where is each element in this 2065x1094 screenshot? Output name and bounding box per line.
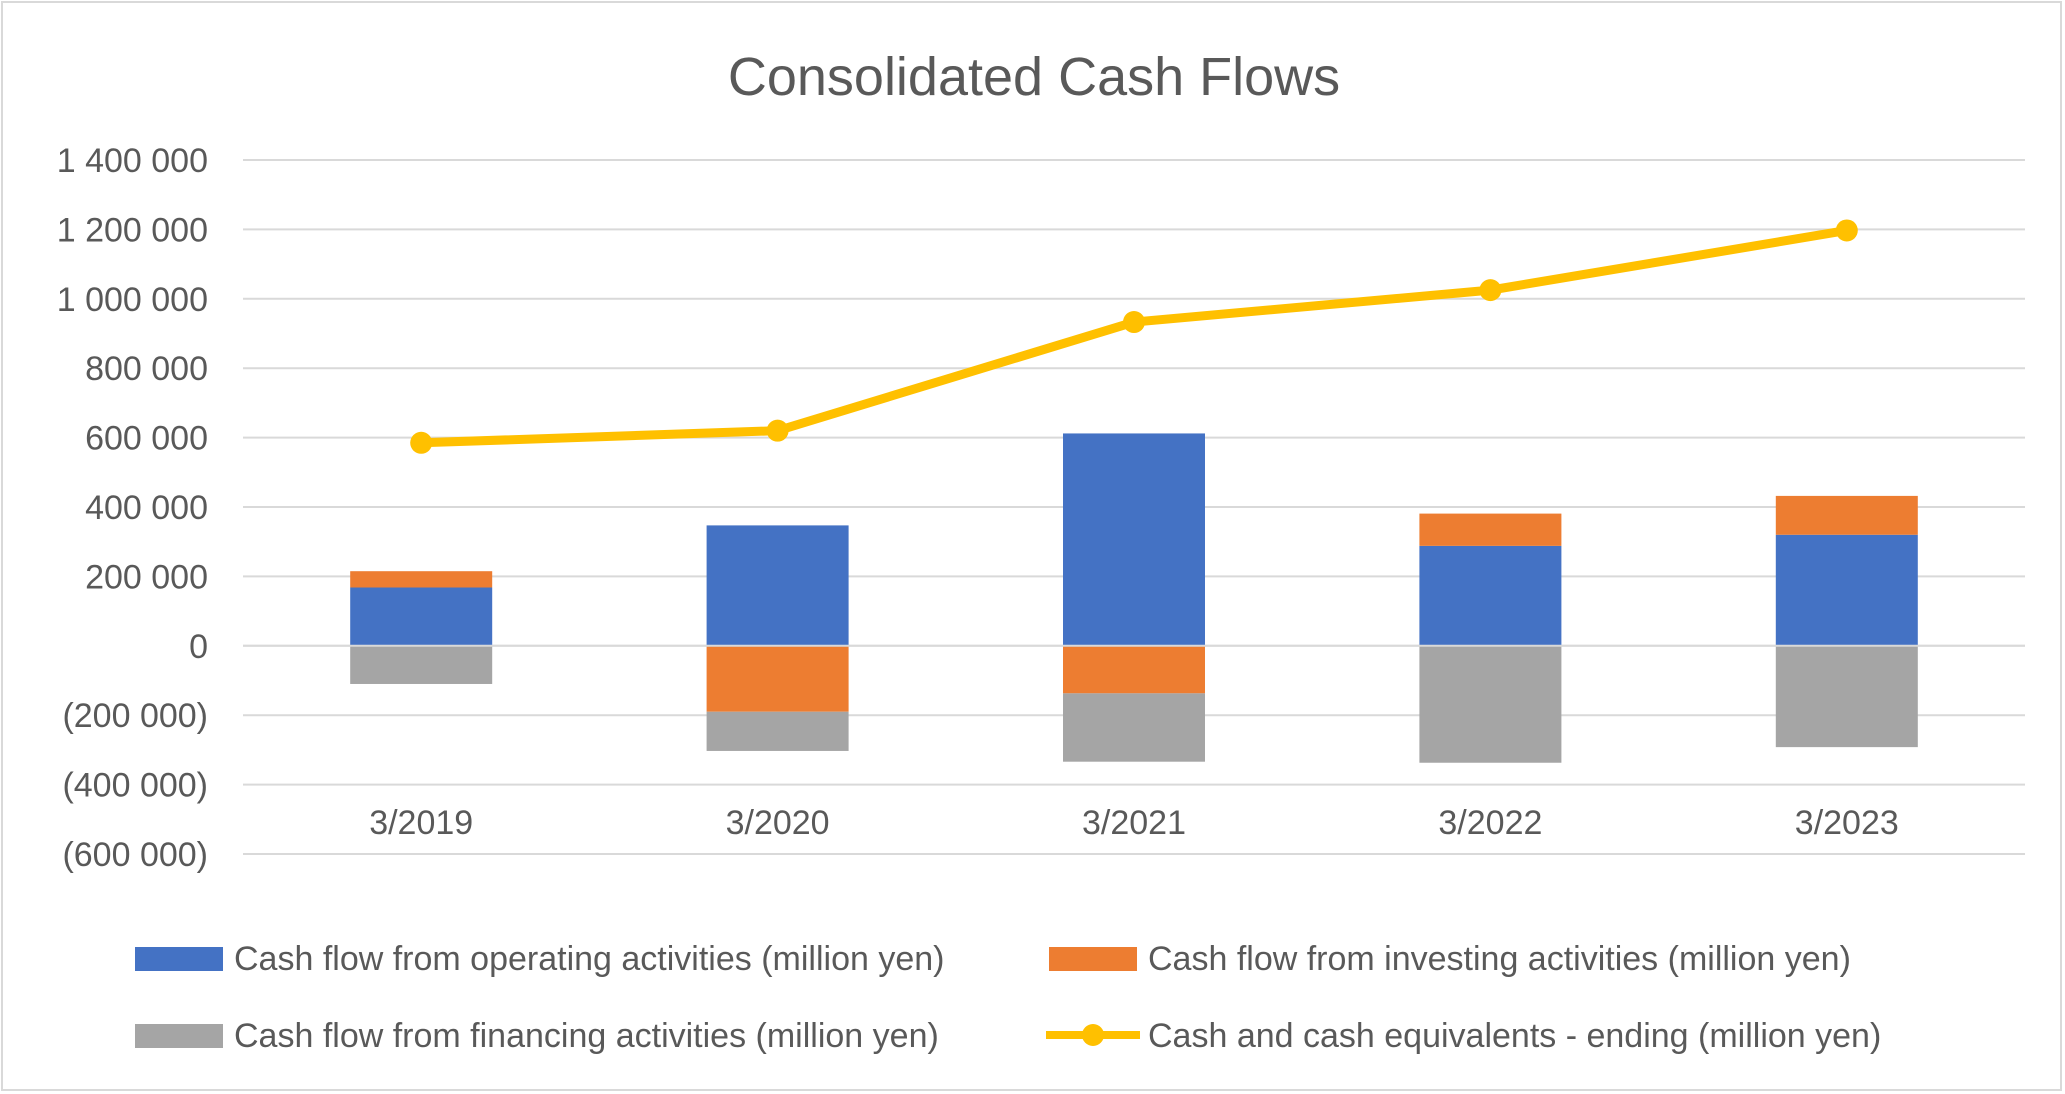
bar-3/2019-series-2: [350, 645, 493, 684]
legend-item-0: Cash flow from operating activities (mil…: [135, 940, 944, 978]
y-tick-label: 800 000: [85, 350, 208, 388]
legend-item-2: Cash flow from financing activities (mil…: [135, 1017, 939, 1055]
y-tick-label: 1 200 000: [57, 211, 208, 249]
x-tick-label: 3/2021: [1082, 804, 1186, 842]
line-point-3/2019: [410, 431, 433, 454]
bar-3/2019-series-0: [350, 587, 493, 646]
y-tick-label: 600 000: [85, 420, 208, 458]
bar-3/2020-series-0: [706, 525, 849, 646]
legend-marker: [1082, 1024, 1104, 1046]
bar-3/2020-series-1: [706, 645, 849, 712]
legend-item-1: Cash flow from investing activities (mil…: [1049, 940, 1851, 978]
legend-label: Cash and cash equivalents - ending (mill…: [1148, 1017, 1881, 1055]
x-axis-tick-labels: 3/2019 3/2020 3/2021 3/2022 3/2023: [369, 804, 1899, 842]
y-tick-label: (200 000): [62, 697, 208, 735]
y-tick-label: 1 000 000: [57, 281, 208, 319]
line-series: [410, 219, 1858, 454]
bar-series: [243, 433, 2025, 763]
line-point-3/2022: [1479, 279, 1502, 302]
bar-3/2023-series-0: [1775, 534, 1918, 646]
legend: Cash flow from operating activities (mil…: [135, 940, 1881, 1055]
legend-swatch: [135, 947, 223, 971]
bar-3/2019-series-1: [350, 571, 493, 588]
legend-label: Cash flow from investing activities (mil…: [1148, 940, 1851, 978]
y-tick-label: (600 000): [62, 836, 208, 874]
y-tick-label: 400 000: [85, 489, 208, 527]
x-tick-label: 3/2019: [369, 804, 473, 842]
line-point-3/2021: [1123, 311, 1145, 334]
bar-3/2022-series-1: [1419, 513, 1562, 546]
bar-3/2022-series-2: [1419, 645, 1562, 763]
bar-3/2022-series-0: [1419, 545, 1562, 646]
x-tick-label: 3/2022: [1438, 804, 1542, 842]
x-tick-label: 3/2020: [726, 804, 830, 842]
legend-swatch: [135, 1024, 223, 1048]
bar-3/2021-series-2: [1063, 693, 1205, 762]
x-tick-label: 3/2023: [1795, 804, 1899, 842]
bar-3/2021-series-0: [1063, 433, 1205, 646]
y-tick-label: (400 000): [62, 767, 208, 805]
bar-3/2023-series-2: [1775, 645, 1918, 748]
y-axis-tick-labels: 1 400 000 1 200 000 1 000 000 800 000 600 00…: [57, 142, 208, 874]
y-tick-label: 1 400 000: [57, 142, 208, 180]
y-tick-label: 200 000: [85, 558, 208, 596]
line-series-3: [416, 225, 1852, 448]
bar-3/2023-series-1: [1775, 495, 1918, 535]
bar-3/2020-series-2: [706, 711, 849, 751]
legend-label: Cash flow from financing activities (mil…: [234, 1017, 939, 1055]
legend-item-3: Cash and cash equivalents - ending (mill…: [1046, 1017, 1881, 1055]
line-point-3/2020: [766, 419, 789, 442]
legend-swatch: [1049, 947, 1137, 971]
y-tick-label: 0: [189, 628, 208, 666]
bar-3/2021-series-1: [1063, 645, 1205, 694]
cash-flow-chart: Consolidated Cash Flows 1 400 000 1 200 0…: [57, 47, 2025, 1055]
chart-title: Consolidated Cash Flows: [728, 47, 1340, 107]
line-point-3/2023: [1835, 219, 1858, 242]
legend-label: Cash flow from operating activities (mil…: [234, 940, 944, 978]
